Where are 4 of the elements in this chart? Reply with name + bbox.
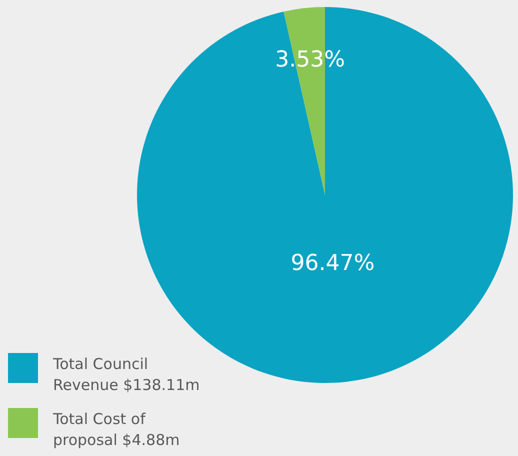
data-label: 3.53% bbox=[275, 47, 345, 72]
data-label: 96.47% bbox=[290, 251, 375, 276]
legend-label: Total Council Revenue $138.11m bbox=[52, 355, 200, 394]
legend-label: Total Cost of proposal $4.88m bbox=[52, 410, 180, 449]
